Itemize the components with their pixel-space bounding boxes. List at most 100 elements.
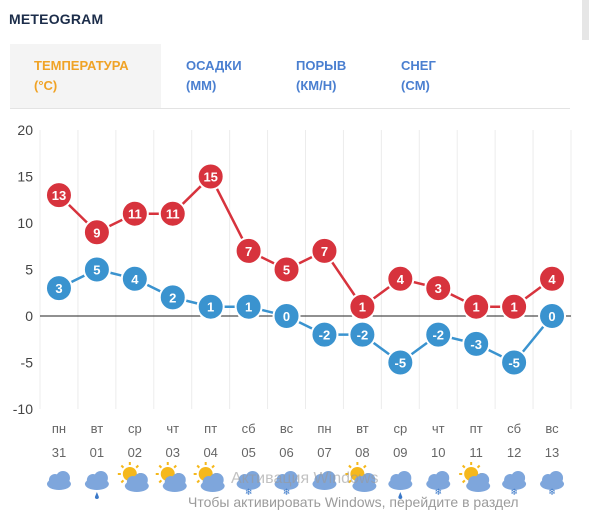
min-temp-data-label: -2: [357, 328, 369, 343]
max-temp-point: [196, 162, 225, 191]
cloud-part: [435, 471, 450, 485]
sun-cloud-icon: [193, 462, 225, 492]
sun-ray: [158, 479, 163, 484]
min-temp-data-label: 1: [207, 300, 214, 315]
tab-temperature-label: ТЕМПЕРАТУРА: [34, 58, 129, 73]
cloud-part: [133, 473, 148, 487]
max-temp-point: [424, 274, 453, 303]
tab-bar: ТЕМПЕРАТУРА (°C) ОСАДКИ (MM) ПОРЫВ (КМ/Н…: [10, 44, 570, 109]
date-label: 10: [431, 445, 445, 460]
sun-ray: [348, 479, 352, 484]
tab-gust[interactable]: ПОРЫВ (КМ/Н): [272, 44, 377, 108]
min-temp-point: [44, 274, 73, 303]
max-temp-data-label: 7: [321, 244, 328, 259]
min-temp-data-label: -5: [395, 356, 407, 371]
max-temp-point: [538, 264, 567, 293]
max-temp-data-label: 1: [359, 300, 366, 315]
max-temp-data-label: 3: [435, 281, 442, 296]
min-temp-point: [424, 320, 453, 349]
temperature-chart: 20151050-5-10пн31вт01ср02чт03пт04сб05вс0…: [13, 122, 572, 499]
cloud-part: [93, 471, 108, 485]
day-label: пн: [317, 421, 331, 436]
tab-precipitation-unit: (MM): [186, 78, 217, 93]
sun-ray: [461, 479, 466, 484]
y-tick-label: 15: [17, 169, 33, 185]
sun-ray: [196, 464, 201, 469]
day-label: сб: [242, 421, 256, 436]
max-temp-data-label: 1: [510, 300, 517, 315]
cloud-snow-icon: ❄: [426, 471, 451, 498]
tab-temperature[interactable]: ТЕМПЕРАТУРА (°C): [10, 44, 161, 108]
tab-snow[interactable]: СНЕГ (CM): [377, 44, 487, 108]
min-temp-data-label: 4: [131, 272, 139, 287]
tab-snow-label: СНЕГ: [401, 58, 436, 73]
max-temp-point: [82, 218, 111, 247]
min-temp-data-label: -2: [319, 328, 331, 343]
sun-ray: [173, 464, 177, 469]
date-label: 06: [279, 445, 293, 460]
sun-ray: [120, 464, 125, 469]
cloud-part: [245, 471, 260, 485]
cloud-part: [321, 471, 336, 485]
cloud-part: [283, 471, 298, 485]
max-temp-point: [158, 199, 187, 228]
min-temp-point: [272, 302, 301, 330]
max-temp-data-label: 1: [473, 300, 480, 315]
max-temp-point: [44, 181, 73, 210]
cloud-part: [397, 471, 412, 485]
min-temp-point: [500, 348, 529, 377]
cloud-icon: [312, 471, 337, 490]
tab-temperature-unit: (°C): [34, 78, 58, 93]
date-label: 02: [128, 445, 142, 460]
min-temp-point: [386, 348, 415, 377]
y-tick-label: 10: [17, 215, 33, 231]
cloud-snow-icon: ❄: [236, 471, 261, 498]
date-label: 01: [90, 445, 104, 460]
min-temp-point: [234, 292, 263, 321]
y-tick-label: -10: [13, 401, 33, 417]
rain-drop: [398, 492, 403, 499]
day-label: сб: [507, 421, 521, 436]
date-label: 04: [203, 445, 217, 460]
watermark-title: Активация Windows: [231, 470, 379, 487]
snow-flake: ❄: [434, 488, 442, 498]
max-temp-data-label: 5: [283, 263, 290, 278]
rain-drop: [94, 492, 99, 499]
max-temp-data-label: 7: [245, 244, 252, 259]
sun-cloud-icon: [459, 462, 491, 492]
watermark-text: Чтобы активировать Windows, перейдите в …: [188, 494, 519, 510]
sun-ray: [348, 464, 352, 469]
min-temp-data-label: 2: [169, 290, 176, 305]
snow-flake: ❄: [245, 488, 253, 498]
sun-cloud-icon: [155, 462, 187, 492]
sun-ray: [211, 464, 215, 469]
max-temp-point: [462, 292, 491, 321]
sun-ray: [476, 464, 481, 469]
snow-flake: ❄: [548, 488, 556, 498]
day-label: вт: [356, 421, 369, 436]
meteogram-title: METEOGRAM: [9, 11, 104, 27]
min-temp-data-label: 0: [548, 309, 555, 324]
min-temp-data-label: -5: [508, 356, 520, 371]
day-label: вс: [280, 421, 294, 436]
tab-precipitation[interactable]: ОСАДКИ (MM): [162, 44, 272, 108]
sun-ray: [363, 464, 367, 469]
min-temp-point: [462, 329, 491, 358]
max-temp-data-label: 11: [128, 207, 142, 222]
scrollbar[interactable]: [582, 0, 589, 40]
max-temp-data-label: 11: [166, 207, 180, 222]
max-temp-data-label: 15: [203, 170, 217, 185]
cloud-snow-icon: ❄: [274, 471, 299, 498]
date-label: 12: [507, 445, 521, 460]
min-temp-point: [82, 255, 111, 284]
min-temp-point: [196, 292, 225, 321]
sun-ray: [158, 464, 163, 469]
cloud-snow-icon: ❄: [540, 471, 565, 498]
tab-snow-unit: (CM): [401, 78, 430, 93]
sun-ray: [135, 464, 140, 469]
min-temp-data-label: 3: [55, 281, 62, 296]
y-tick-label: -5: [21, 355, 34, 371]
sun-cloud-icon: [117, 462, 149, 492]
cloud-snow-icon: ❄: [502, 471, 527, 498]
max-temp-point: [348, 292, 377, 321]
